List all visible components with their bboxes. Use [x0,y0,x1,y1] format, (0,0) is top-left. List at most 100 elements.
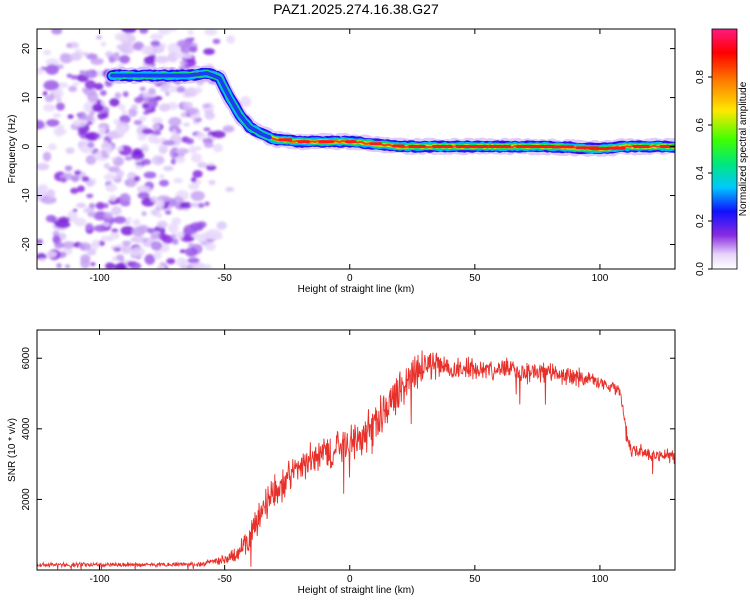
noise-speckle [190,202,199,208]
noise-speckle [158,144,165,149]
noise-speckle [105,183,117,193]
y-tick-label: 6000 [21,347,32,370]
x-tick-label: -100 [90,574,110,585]
noise-speckle [204,242,216,251]
noise-speckle [51,29,63,35]
snr-panel: -100 -50 0 50 100 2000 4000 6000 Height of str… [7,329,676,596]
noise-speckle [119,193,131,205]
noise-speckle [123,38,128,42]
noise-speckle [37,184,49,192]
noise-speckle [76,73,89,82]
y-tick-label: 20 [21,43,32,55]
noise-speckle [139,86,146,92]
noise-speckle [180,264,187,269]
noise-speckle [100,90,107,96]
x-tick-label: 50 [469,273,481,284]
noise-speckle [162,140,175,146]
noise-speckle [83,101,95,113]
spectrogram-y-label: Frequency (Hz) [7,115,18,184]
noise-speckle [109,98,120,107]
noise-speckle [37,119,45,130]
noise-speckle [52,112,62,118]
noise-speckle [222,125,235,133]
noise-speckle [168,116,182,127]
noise-speckle [141,128,154,135]
noise-speckle [139,29,149,34]
noise-speckle [81,176,90,182]
x-tick-label: 100 [592,273,609,284]
noise-speckle [179,201,193,209]
noise-speckle [55,102,65,111]
noise-speckle [66,73,73,78]
noise-speckle [121,240,132,246]
noise-speckle [70,187,79,194]
noise-speckle [142,103,150,109]
colorbar-tick-label: 0.6 [695,118,706,132]
noise-speckle [134,96,144,104]
noise-speckle [211,130,226,139]
noise-speckle [81,51,89,57]
x-tick-label: -50 [217,273,232,284]
noise-speckle [129,262,142,269]
y-tick-label: -10 [21,188,32,203]
noise-speckle [58,124,65,129]
y-tick-label: -20 [21,237,32,252]
noise-speckle [156,265,166,269]
x-tick-label: -50 [217,574,232,585]
noise-speckle [216,221,227,230]
noise-speckle [56,97,62,103]
noise-speckle [151,130,162,136]
noise-speckle [131,226,146,237]
noise-speckle [169,29,177,32]
noise-speckle [197,202,205,208]
colorbar-ticks: 0.0 0.2 0.4 0.6 0.8 [695,70,712,276]
noise-speckle [153,137,161,145]
noise-speckle [180,112,187,118]
noise-speckle [154,55,170,64]
noise-speckle [187,257,200,264]
noise-speckle [183,122,190,127]
noise-speckle [175,128,182,134]
noise-speckle [45,250,58,258]
colorbar-tick-label: 0.2 [695,214,706,228]
noise-speckle [43,103,56,112]
noise-speckle [124,178,137,188]
noise-speckle [94,83,104,90]
y-tick-label: 2000 [21,488,32,511]
noise-speckle [148,87,156,95]
noise-speckle [142,91,150,98]
noise-speckle [225,186,235,193]
noise-speckle [170,158,177,165]
noise-speckle [150,196,157,203]
noise-speckle [188,145,198,154]
noise-speckle [59,53,73,64]
noise-speckle [100,150,107,155]
noise-speckle [204,29,218,36]
noise-speckle [173,51,186,59]
noise-speckle [122,91,129,98]
noise-speckle [202,103,211,108]
noise-speckle [43,80,60,91]
noise-speckle [130,235,146,244]
noise-speckle [93,211,108,221]
ridge-left-core [110,71,272,140]
noise-speckle [67,114,74,119]
noise-speckle [90,262,96,267]
noise-speckle [85,53,98,60]
noise-speckle [114,32,127,41]
noise-speckle [175,147,189,155]
noise-speckle [150,40,161,47]
noise-speckle [156,212,163,219]
noise-speckle [96,99,102,105]
noise-speckle [87,142,95,148]
noise-speckle [93,224,108,232]
colorbar-tick-label: 0.8 [695,70,706,84]
spectrogram-frame [36,28,676,270]
noise-speckle [143,56,156,65]
noise-speckle [85,223,94,230]
noise-speckle [239,96,252,108]
noise-speckle [128,107,138,117]
noise-speckle [37,162,50,171]
colorbar-gradient [712,29,737,269]
